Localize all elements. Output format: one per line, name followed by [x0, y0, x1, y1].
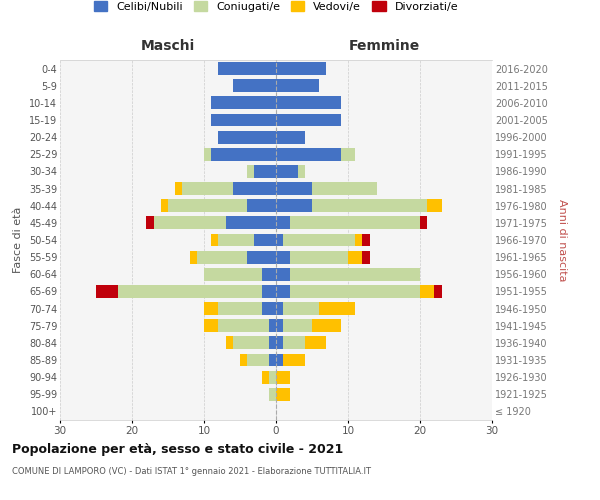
Bar [341, 148, 355, 160]
Bar [254, 165, 276, 178]
Bar [276, 62, 326, 75]
Bar [226, 336, 233, 349]
Bar [154, 216, 226, 230]
Bar [247, 354, 269, 366]
Bar [355, 234, 362, 246]
Bar [283, 234, 355, 246]
Bar [254, 234, 276, 246]
Bar [247, 200, 276, 212]
Bar [312, 200, 427, 212]
Bar [276, 216, 290, 230]
Bar [269, 336, 276, 349]
Bar [283, 302, 319, 315]
Bar [362, 250, 370, 264]
Bar [283, 336, 305, 349]
Bar [204, 302, 218, 315]
Bar [276, 250, 290, 264]
Bar [276, 268, 290, 280]
Y-axis label: Anni di nascita: Anni di nascita [557, 198, 567, 281]
Bar [434, 285, 442, 298]
Bar [362, 234, 370, 246]
Legend: Celibi/Nubili, Coniugati/e, Vedovi/e, Divorziati/e: Celibi/Nubili, Coniugati/e, Vedovi/e, Di… [94, 1, 458, 11]
Bar [276, 336, 283, 349]
Bar [262, 285, 276, 298]
Bar [276, 285, 290, 298]
Bar [276, 388, 290, 400]
Bar [218, 302, 262, 315]
Bar [247, 250, 276, 264]
Bar [96, 285, 118, 298]
Bar [420, 216, 427, 230]
Bar [290, 285, 420, 298]
Bar [298, 165, 305, 178]
Bar [276, 80, 319, 92]
Bar [218, 234, 254, 246]
Bar [226, 216, 276, 230]
Bar [262, 370, 269, 384]
Bar [427, 200, 442, 212]
Bar [283, 320, 312, 332]
Bar [312, 320, 341, 332]
Bar [276, 182, 312, 195]
Bar [211, 148, 276, 160]
Bar [233, 336, 269, 349]
Bar [262, 302, 276, 315]
Bar [146, 216, 154, 230]
Bar [290, 216, 420, 230]
Bar [161, 200, 168, 212]
Bar [312, 182, 377, 195]
Bar [211, 114, 276, 126]
Bar [276, 354, 283, 366]
Text: Maschi: Maschi [141, 39, 195, 53]
Text: Popolazione per età, sesso e stato civile - 2021: Popolazione per età, sesso e stato civil… [12, 442, 343, 456]
Bar [276, 96, 341, 110]
Bar [218, 62, 276, 75]
Bar [204, 148, 211, 160]
Bar [276, 148, 341, 160]
Bar [348, 250, 362, 264]
Bar [269, 354, 276, 366]
Bar [233, 80, 276, 92]
Bar [276, 165, 298, 178]
Bar [276, 234, 283, 246]
Bar [218, 320, 269, 332]
Bar [305, 336, 326, 349]
Bar [276, 302, 283, 315]
Bar [182, 182, 233, 195]
Bar [211, 234, 218, 246]
Bar [420, 285, 434, 298]
Bar [168, 200, 247, 212]
Bar [233, 182, 276, 195]
Bar [290, 250, 348, 264]
Bar [276, 370, 290, 384]
Bar [240, 354, 247, 366]
Bar [319, 302, 355, 315]
Bar [204, 320, 218, 332]
Bar [197, 250, 247, 264]
Bar [118, 285, 262, 298]
Bar [283, 354, 305, 366]
Y-axis label: Fasce di età: Fasce di età [13, 207, 23, 273]
Bar [290, 268, 420, 280]
Text: COMUNE DI LAMPORO (VC) - Dati ISTAT 1° gennaio 2021 - Elaborazione TUTTITALIA.IT: COMUNE DI LAMPORO (VC) - Dati ISTAT 1° g… [12, 468, 371, 476]
Bar [276, 114, 341, 126]
Bar [276, 320, 283, 332]
Bar [211, 96, 276, 110]
Bar [276, 130, 305, 143]
Bar [190, 250, 197, 264]
Bar [269, 370, 276, 384]
Bar [218, 130, 276, 143]
Bar [262, 268, 276, 280]
Bar [276, 200, 312, 212]
Text: Femmine: Femmine [349, 39, 419, 53]
Bar [204, 268, 262, 280]
Bar [247, 165, 254, 178]
Bar [175, 182, 182, 195]
Bar [269, 320, 276, 332]
Bar [269, 388, 276, 400]
